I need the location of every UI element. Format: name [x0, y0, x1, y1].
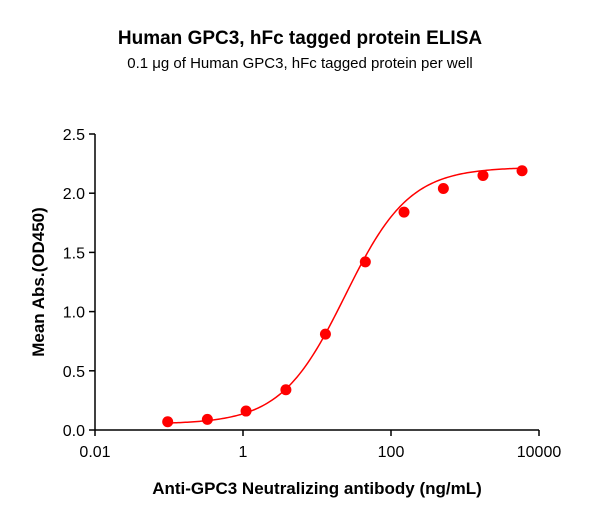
- data-point: [162, 416, 174, 428]
- y-tick-label: 1.0: [63, 305, 85, 322]
- data-point: [319, 328, 331, 340]
- y-tick-label: 0.0: [63, 423, 85, 440]
- data-point: [240, 405, 252, 417]
- x-tick-label: 1: [239, 444, 248, 461]
- data-point: [280, 384, 292, 396]
- chart-subtitle: 0.1 μg of Human GPC3, hFc tagged protein…: [127, 55, 473, 72]
- data-point: [201, 413, 213, 425]
- data-point: [398, 206, 410, 218]
- chart-title: Human GPC3, hFc tagged protein ELISA: [118, 28, 482, 49]
- y-tick-label: 1.5: [63, 245, 85, 262]
- fit-curve: [167, 167, 523, 424]
- x-tick-label: 100: [378, 444, 405, 461]
- data-point: [437, 182, 449, 194]
- y-tick-label: 2.5: [63, 127, 85, 144]
- y-tick-label: 0.5: [63, 364, 85, 381]
- data-point: [359, 256, 371, 268]
- y-tick-label: 2.0: [63, 186, 85, 203]
- y-axis-label: Mean Abs.(OD450): [29, 207, 48, 357]
- data-point: [516, 165, 528, 177]
- x-axis-label: Anti-GPC3 Neutralizing antibody (ng/mL): [152, 479, 482, 498]
- x-tick-label: 0.01: [79, 444, 110, 461]
- data-point: [477, 169, 489, 181]
- x-tick-label: 10000: [517, 444, 562, 461]
